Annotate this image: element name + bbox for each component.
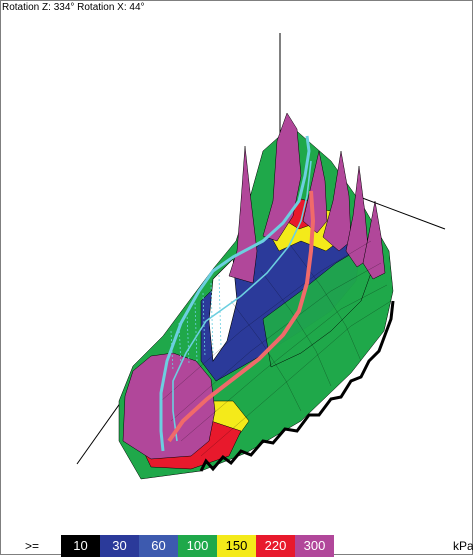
legend-bin-150: 150 xyxy=(217,535,256,557)
cop-trace-left xyxy=(159,135,311,452)
pressure-legend: >= 10 30 60 100 150 220 300 kPa xyxy=(1,531,473,557)
surface-mesh xyxy=(160,240,392,457)
legend-bin-10: 10 xyxy=(61,535,100,557)
cop-trace-right xyxy=(167,190,316,443)
forefoot-peak-1 xyxy=(228,145,258,284)
legend-bin-220: 220 xyxy=(256,535,295,557)
legend-bin-60: 60 xyxy=(139,535,178,557)
surface-mid-band xyxy=(262,250,372,368)
forefoot-peak-4 xyxy=(322,150,352,252)
cop-trace-left-inner xyxy=(172,160,312,442)
forefoot-peak-5 xyxy=(345,165,370,268)
legend-bin-30: 30 xyxy=(100,535,139,557)
legend-bin-300: 300 xyxy=(295,535,334,557)
3d-pressure-viewport[interactable] xyxy=(1,1,473,521)
forefoot-peak-3 xyxy=(302,150,328,234)
heel-peak xyxy=(122,352,216,460)
legend-prefix: >= xyxy=(25,539,40,553)
edge-spikes xyxy=(199,300,395,472)
arch-gap xyxy=(208,258,238,362)
rotation-readout: Rotation Z: 334° Rotation X: 44° xyxy=(2,2,145,13)
center-of-pressure-traces xyxy=(159,135,316,452)
x-axis-line xyxy=(356,195,446,230)
legend-bin-100: 100 xyxy=(178,535,217,557)
forefoot-peak-6 xyxy=(362,200,386,280)
legend-unit: kPa xyxy=(453,539,473,553)
